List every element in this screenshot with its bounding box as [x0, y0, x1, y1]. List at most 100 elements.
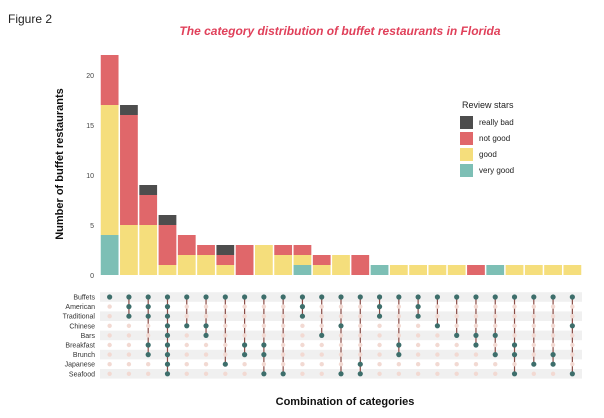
matrix-dot-inactive: [223, 333, 228, 338]
matrix-dot-inactive: [435, 342, 440, 348]
matrix-dot-inactive: [203, 342, 209, 348]
matrix-dot-active: [338, 294, 344, 300]
bar-segment-good: [274, 255, 293, 275]
bar-segment-not-good: [351, 255, 370, 275]
matrix-dot-inactive: [242, 314, 247, 319]
matrix-dot-inactive: [261, 314, 267, 319]
legend: Review stars really bad not good good ve…: [460, 100, 514, 178]
matrix-dot-inactive: [435, 371, 440, 376]
matrix-dot-inactive: [396, 333, 402, 338]
matrix-dot-active: [511, 352, 518, 358]
matrix-dot-active: [164, 332, 171, 338]
matrix-dot-active: [473, 294, 479, 300]
bar-segment-really-bad: [139, 185, 158, 195]
matrix-dot-inactive: [550, 304, 556, 309]
matrix-dot-inactive: [570, 304, 575, 309]
matrix-dot-inactive: [280, 342, 286, 348]
bar-segment-good: [293, 255, 312, 265]
matrix-dot-inactive: [223, 352, 228, 357]
legend-swatch-not-good: [460, 131, 473, 145]
legend-swatch-really-bad: [460, 115, 473, 129]
matrix-dot-inactive: [570, 342, 575, 348]
matrix-dot-inactive: [454, 342, 459, 348]
matrix-dot-inactive: [242, 304, 247, 309]
matrix-dot-inactive: [126, 342, 132, 348]
bar-segment-good: [312, 265, 331, 275]
matrix-dot-inactive: [319, 323, 324, 328]
matrix-dot-active: [511, 342, 518, 348]
matrix-dot-active: [126, 304, 132, 310]
matrix-dot-inactive: [358, 333, 363, 338]
y-tick-label: 0: [90, 273, 94, 280]
matrix-dot-active: [376, 313, 383, 319]
matrix-dot-active: [492, 294, 498, 300]
matrix-dot-active: [164, 294, 171, 300]
matrix-dot-active: [107, 294, 113, 300]
matrix-dot-active: [319, 294, 325, 300]
matrix-dot-active: [184, 323, 190, 329]
matrix-dot-active: [222, 361, 228, 367]
matrix-dot-inactive: [550, 323, 556, 328]
matrix-dot-active: [145, 304, 151, 310]
bar-segment-good: [544, 265, 562, 275]
matrix-dot-inactive: [107, 323, 112, 328]
matrix-dot-active: [222, 294, 228, 300]
matrix-dot-inactive: [493, 304, 498, 309]
matrix-dot-inactive: [319, 352, 324, 357]
matrix-dot-active: [357, 371, 363, 377]
matrix-dot-inactive: [319, 342, 324, 348]
matrix-dot-active: [203, 323, 209, 329]
matrix-dot-inactive: [512, 314, 517, 319]
bar-segment-not-good: [197, 245, 215, 255]
legend-title: Review stars: [462, 100, 514, 110]
matrix-dot-active: [511, 371, 518, 377]
matrix-dot-inactive: [358, 304, 363, 309]
bar-segment-good: [409, 265, 428, 275]
matrix-dot-inactive: [493, 314, 498, 319]
set-label-breakfast: Breakfast: [65, 343, 95, 350]
bar-segment-good: [139, 225, 158, 275]
bar-segment-good: [197, 255, 215, 275]
matrix-dot-inactive: [396, 362, 402, 367]
set-label-brunch: Brunch: [73, 352, 95, 359]
matrix-dot-active: [280, 371, 286, 377]
matrix-dot-active: [338, 323, 344, 329]
matrix-dot-inactive: [473, 371, 479, 376]
matrix-dot-active: [357, 294, 363, 300]
matrix-dot-active: [261, 352, 267, 358]
matrix-dot-active: [164, 361, 171, 367]
set-label-chinese: Chinese: [69, 323, 95, 330]
matrix-dot-inactive: [280, 323, 286, 328]
bar-segment-not-good: [312, 255, 331, 265]
bar-segment-good: [563, 265, 582, 275]
matrix-dot-inactive: [358, 323, 363, 328]
matrix-dot-inactive: [300, 371, 305, 376]
matrix-dot-inactive: [454, 323, 459, 328]
matrix-dot-inactive: [415, 333, 421, 338]
matrix-dot-inactive: [203, 362, 209, 367]
matrix-dot-inactive: [377, 333, 382, 338]
matrix-dot-active: [569, 371, 575, 377]
matrix-dot-inactive: [146, 371, 151, 376]
matrix-dot-active: [376, 304, 383, 310]
bar-segment-good: [158, 265, 177, 275]
matrix-dot-inactive: [531, 371, 536, 376]
matrix-dot-inactive: [338, 342, 344, 348]
matrix-dot-inactive: [396, 323, 402, 328]
matrix-dot-inactive: [319, 362, 324, 367]
matrix-dot-active: [357, 361, 363, 367]
matrix-dot-inactive: [531, 342, 536, 348]
bar-segment-not-good: [120, 115, 138, 225]
matrix-dot-inactive: [550, 342, 556, 348]
matrix-dot-inactive: [473, 362, 479, 367]
matrix-dot-inactive: [473, 323, 479, 328]
matrix-dot-active: [415, 294, 421, 300]
matrix-dot-inactive: [126, 333, 132, 338]
matrix-dot-inactive: [242, 371, 247, 376]
matrix-dot-inactive: [242, 323, 247, 328]
bar-segment-good: [428, 265, 447, 275]
matrix-dot-inactive: [126, 371, 132, 376]
matrix-dot-active: [299, 294, 306, 300]
matrix-dot-inactive: [184, 342, 189, 348]
matrix-dot-inactive: [473, 304, 479, 309]
